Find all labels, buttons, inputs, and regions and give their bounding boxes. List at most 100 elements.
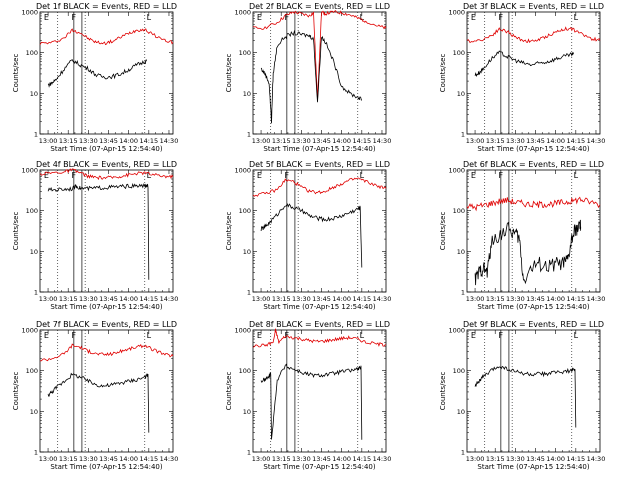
panel-title: Det 9f BLACK = Events, RED = LLD: [463, 320, 604, 329]
y-tick-label: 10: [30, 408, 38, 416]
panel-title: Det 6f BLACK = Events, RED = LLD: [463, 160, 604, 169]
x-tick-label: 13:45: [312, 455, 331, 463]
panel-title: Det 1f BLACK = Events, RED = LLD: [36, 2, 177, 11]
panel-det-8: Det 8f BLACK = Events, RED = LLD 1 10 100 10…: [225, 320, 391, 471]
x-tick-label: 14:00: [546, 455, 565, 463]
x-tick-label: 13:15: [486, 455, 505, 463]
events-series-line: [47, 372, 150, 433]
y-tick-label: 10: [30, 90, 38, 98]
x-tick-label: 14:30: [587, 137, 606, 145]
x-tick-label: 14:30: [373, 455, 392, 463]
flag-f: F: [72, 171, 77, 180]
x-tick-label: 14:30: [587, 295, 606, 303]
x-tick-label: 14:30: [587, 455, 606, 463]
y-tick-label: 100: [239, 207, 251, 215]
x-tick-label: 14:30: [160, 295, 179, 303]
x-tick-label: 14:15: [566, 137, 585, 145]
flag-e: E: [471, 171, 476, 180]
flag-f: F: [285, 13, 290, 22]
x-tick-label: 14:00: [332, 295, 351, 303]
flag-f: F: [499, 13, 504, 22]
events-series-line: [260, 30, 363, 124]
events-series-line: [47, 183, 150, 280]
lld-series-line: [466, 26, 601, 44]
flag-l: L: [360, 13, 365, 22]
lld-series-line: [39, 28, 174, 46]
y-tick-label: 100: [26, 49, 38, 57]
x-axis-label: Start Time (07-Apr-15 12:54:40): [477, 303, 589, 311]
flag-l: L: [360, 171, 365, 180]
panel-det-5: Det 5f BLACK = Events, RED = LLD 1 10 100 10…: [225, 160, 391, 311]
flag-f: F: [285, 171, 290, 180]
x-tick-label: 13:15: [59, 137, 78, 145]
x-tick-label: 13:45: [99, 137, 118, 145]
panel-det-7: Det 7f BLACK = Events, RED = LLD 1 10 100 10…: [12, 320, 178, 471]
flag-f: F: [72, 13, 77, 22]
flag-l: L: [147, 331, 152, 340]
x-axis-label: Start Time (07-Apr-15 12:54:40): [263, 463, 375, 471]
y-tick-label: 1: [461, 289, 465, 297]
x-tick-label: 13:00: [39, 137, 58, 145]
y-tick-label: 100: [239, 367, 251, 375]
y-tick-label: 100: [26, 367, 38, 375]
panel-det-3: Det 3f BLACK = Events, RED = LLD 1 10 100 10…: [439, 2, 605, 153]
flag-l: L: [147, 171, 152, 180]
x-tick-label: 13:15: [59, 295, 78, 303]
x-axis-label: Start Time (07-Apr-15 12:54:40): [50, 303, 162, 311]
lld-series-line: [466, 196, 601, 212]
x-tick-label: 14:00: [119, 295, 138, 303]
plot-frame: [252, 11, 387, 135]
y-tick-label: 10: [457, 248, 465, 256]
y-tick-label: 1000: [448, 167, 465, 175]
y-tick-label: 1: [461, 449, 465, 457]
x-tick-label: 13:15: [59, 455, 78, 463]
y-tick-label: 10: [243, 90, 251, 98]
lld-series-line: [252, 10, 387, 101]
y-axis-label: Counts/sec: [225, 212, 233, 251]
y-tick-label: 10: [243, 248, 251, 256]
x-tick-label: 13:30: [79, 137, 98, 145]
y-tick-label: 1: [247, 131, 251, 139]
x-tick-label: 13:30: [506, 455, 525, 463]
x-tick-label: 13:00: [466, 137, 485, 145]
y-tick-label: 100: [453, 49, 465, 57]
x-tick-label: 13:45: [99, 455, 118, 463]
x-tick-label: 13:00: [252, 455, 271, 463]
x-tick-label: 13:15: [272, 455, 291, 463]
x-tick-label: 13:30: [506, 295, 525, 303]
x-tick-label: 14:15: [139, 137, 158, 145]
x-tick-label: 14:30: [160, 137, 179, 145]
flag-l: L: [574, 331, 579, 340]
y-tick-label: 1000: [21, 9, 38, 17]
x-axis-label: Start Time (07-Apr-15 12:54:40): [477, 145, 589, 153]
x-tick-label: 14:00: [119, 137, 138, 145]
y-axis-label: Counts/sec: [12, 54, 20, 93]
x-tick-label: 13:45: [312, 137, 331, 145]
plot-frame: [39, 329, 174, 453]
panel-title: Det 2f BLACK = Events, RED = LLD: [249, 2, 390, 11]
flag-e: E: [44, 171, 49, 180]
x-tick-label: 14:30: [373, 137, 392, 145]
x-tick-label: 14:15: [352, 295, 371, 303]
panel-title: Det 5f BLACK = Events, RED = LLD: [249, 160, 390, 169]
x-tick-label: 13:30: [79, 295, 98, 303]
flag-l: L: [360, 331, 365, 340]
panel-det-4: Det 4f BLACK = Events, RED = LLD 1 10 100 10…: [12, 160, 178, 311]
y-tick-label: 1000: [234, 9, 251, 17]
x-tick-label: 13:15: [486, 137, 505, 145]
x-axis-label: Start Time (07-Apr-15 12:54:40): [263, 303, 375, 311]
y-axis-label: Counts/sec: [225, 372, 233, 411]
x-tick-label: 14:15: [139, 295, 158, 303]
y-axis-label: Counts/sec: [439, 54, 447, 93]
events-series-line: [260, 203, 363, 268]
flag-e: E: [471, 331, 476, 340]
flag-e: E: [257, 171, 262, 180]
y-tick-label: 1: [34, 131, 38, 139]
events-series-line: [474, 50, 574, 77]
x-tick-label: 14:15: [352, 455, 371, 463]
x-tick-label: 14:15: [352, 137, 371, 145]
y-tick-label: 1000: [448, 9, 465, 17]
x-tick-label: 14:00: [332, 455, 351, 463]
panel-title: Det 4f BLACK = Events, RED = LLD: [36, 160, 177, 169]
